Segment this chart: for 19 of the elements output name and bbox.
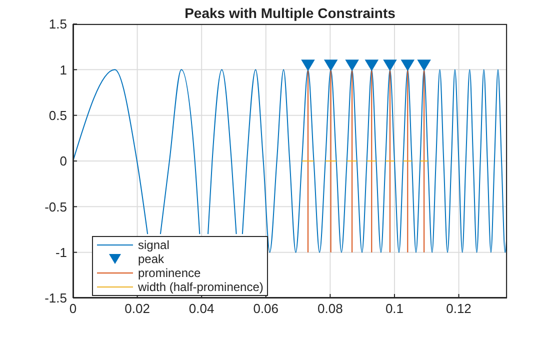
- x-tick-label: 0.06: [253, 301, 279, 316]
- legend-label: peak: [138, 252, 164, 266]
- chart-title: Peaks with Multiple Constraints: [184, 5, 396, 21]
- x-tick-label: 0.12: [446, 301, 472, 316]
- x-tick-label: 0.04: [188, 301, 214, 316]
- y-tick-label: 0.5: [48, 108, 67, 123]
- legend-label: signal: [138, 238, 170, 252]
- x-tick-label: 0.08: [318, 301, 343, 316]
- y-tick-label: -1.5: [44, 290, 67, 306]
- y-tick-label: 0: [60, 154, 67, 169]
- legend-label: prominence: [138, 266, 201, 280]
- x-tick-label: 0.1: [385, 301, 404, 316]
- legend-label: width (half-prominence): [138, 280, 264, 294]
- x-tick-label: 0: [69, 301, 77, 316]
- y-tick-label: 1: [60, 62, 67, 78]
- y-tick-label: -0.5: [44, 199, 67, 214]
- y-tick-label: -1: [55, 244, 67, 260]
- y-tick-label: 1.5: [48, 16, 67, 32]
- x-tick-label: 0.02: [124, 301, 150, 316]
